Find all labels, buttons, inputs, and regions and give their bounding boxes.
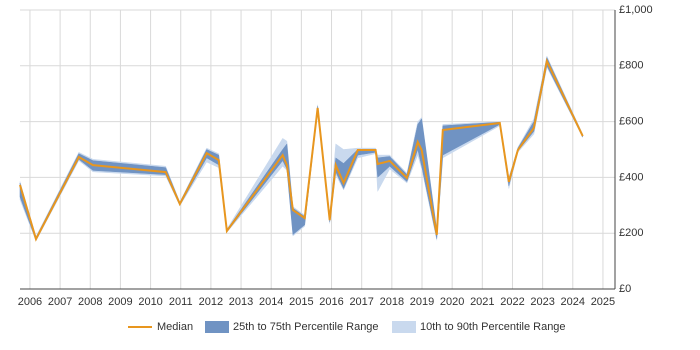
y-tick-label: £800: [619, 60, 643, 72]
median-line: [19, 57, 584, 242]
percentile-band: [19, 56, 583, 241]
x-tick-label: 2014: [259, 296, 283, 308]
x-tick-label: 2018: [380, 296, 404, 308]
x-tick-label: 2019: [410, 296, 434, 308]
y-tick-label: £0: [619, 283, 631, 295]
x-tick-label: 2024: [561, 296, 585, 308]
x-tick-label: 2015: [289, 296, 313, 308]
x-tick-label: 2011: [169, 296, 193, 308]
x-tick-label: 2022: [500, 296, 524, 308]
x-tick-label: 2025: [591, 296, 615, 308]
x-tick-label: 2013: [229, 296, 253, 308]
y-tick-label: £400: [619, 171, 643, 183]
legend-label: 10th to 90th Percentile Range: [420, 321, 566, 333]
x-tick-label: 2023: [530, 296, 554, 308]
legend-swatch: [392, 321, 416, 333]
x-tick-label: 2006: [18, 296, 42, 308]
legend-label: Median: [157, 321, 193, 333]
x-tick-label: 2010: [138, 296, 162, 308]
x-tick-label: 2017: [349, 296, 373, 308]
y-tick-label: £1,000: [619, 4, 653, 16]
x-tick-label: 2016: [319, 296, 343, 308]
x-tick-label: 2021: [470, 296, 494, 308]
x-tick-label: 2007: [48, 296, 72, 308]
y-tick-label: £600: [619, 116, 643, 128]
x-tick-label: 2012: [199, 296, 223, 308]
legend-swatch: [205, 321, 229, 333]
x-tick-label: 2020: [440, 296, 464, 308]
legend-label: 25th to 75th Percentile Range: [233, 321, 379, 333]
x-tick-label: 2008: [78, 296, 102, 308]
x-tick-label: 2009: [108, 296, 132, 308]
y-tick-label: £200: [619, 227, 643, 239]
